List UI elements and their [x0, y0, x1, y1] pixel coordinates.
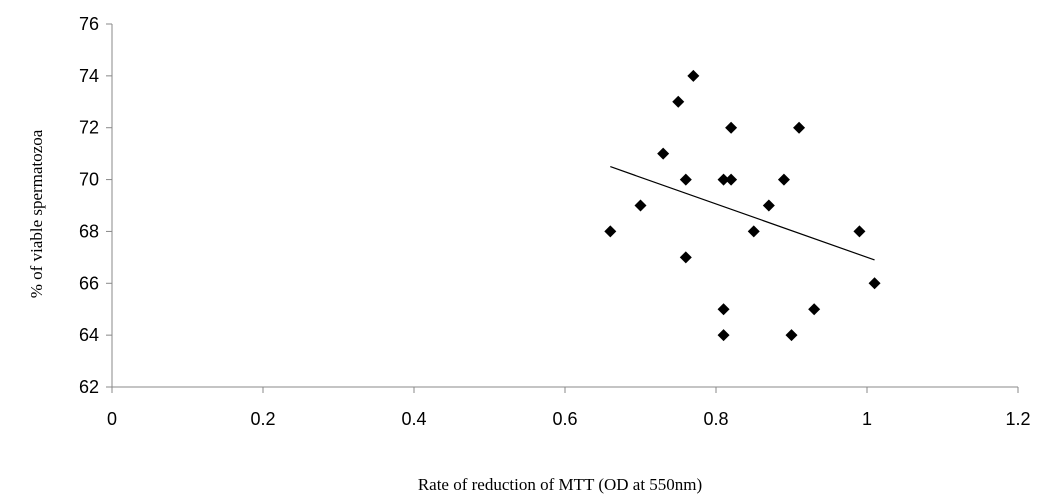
- y-tick-label: 74: [79, 66, 99, 86]
- data-point: [687, 69, 700, 82]
- data-point: [717, 303, 730, 316]
- x-axis-title: Rate of reduction of MTT (OD at 550nm): [418, 475, 702, 494]
- chart-axes: [111, 24, 1018, 388]
- data-point: [747, 225, 760, 238]
- y-axis-title: % of viable spermatozoa: [27, 129, 46, 298]
- data-point: [657, 147, 670, 160]
- data-point: [725, 121, 738, 134]
- data-point: [853, 225, 866, 238]
- x-tick-label: 1: [862, 409, 872, 429]
- x-tick-label: 0: [107, 409, 117, 429]
- data-point: [679, 173, 692, 186]
- data-point: [777, 173, 790, 186]
- y-tick-label: 76: [79, 14, 99, 34]
- data-point: [717, 329, 730, 342]
- x-tick-label: 0.6: [552, 409, 577, 429]
- data-point: [793, 121, 806, 134]
- data-point: [762, 199, 775, 212]
- data-point: [868, 277, 881, 290]
- y-tick-label: 66: [79, 273, 99, 293]
- data-point: [634, 199, 647, 212]
- x-axis-ticks: 0 0.2 0.4 0.6 0.8 1 1.2: [107, 387, 1031, 429]
- data-point: [808, 303, 821, 316]
- x-tick-label: 0.4: [401, 409, 426, 429]
- data-point: [725, 173, 738, 186]
- data-point: [679, 251, 692, 264]
- trendline: [610, 166, 875, 261]
- y-tick-label: 62: [79, 377, 99, 397]
- x-tick-label: 1.2: [1005, 409, 1030, 429]
- y-tick-label: 64: [79, 325, 99, 345]
- x-tick-label: 0.2: [250, 409, 275, 429]
- y-tick-label: 72: [79, 118, 99, 138]
- trendline-group: [610, 166, 875, 261]
- y-tick-label: 70: [79, 170, 99, 190]
- data-points: [604, 69, 881, 342]
- y-axis-ticks: 62 64 66 68 70 72 74 76: [79, 14, 112, 397]
- data-point: [785, 329, 798, 342]
- data-point: [604, 225, 617, 238]
- data-point: [717, 173, 730, 186]
- x-tick-label: 0.8: [703, 409, 728, 429]
- y-tick-label: 68: [79, 221, 99, 241]
- data-point: [672, 95, 685, 108]
